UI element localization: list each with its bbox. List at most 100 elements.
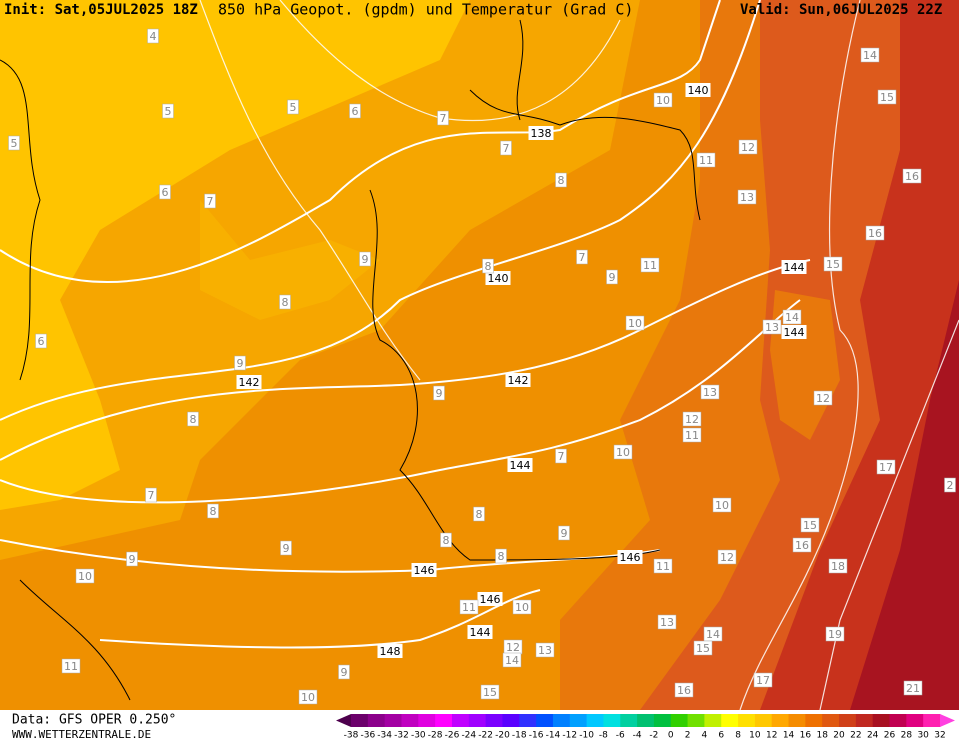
colorbar-arrow bbox=[940, 714, 955, 727]
label-box bbox=[813, 390, 833, 406]
label-box bbox=[696, 152, 716, 168]
colorbar-label: -6 bbox=[616, 731, 625, 741]
temperature-label: 12 bbox=[685, 413, 699, 426]
colorbar-label: 14 bbox=[783, 731, 795, 741]
temperature-label: 7 bbox=[148, 489, 155, 502]
colorbar-box bbox=[401, 714, 419, 727]
geopotential-label: 146 bbox=[414, 564, 435, 577]
label-box bbox=[500, 140, 512, 156]
colorbar-box bbox=[872, 714, 891, 727]
geopotential-label: 148 bbox=[380, 645, 401, 658]
colorbar-box bbox=[519, 714, 537, 727]
colorbar-label: 18 bbox=[816, 731, 828, 741]
colorbar-box bbox=[839, 714, 857, 727]
colorbar-box bbox=[771, 714, 790, 727]
temperature-label: 16 bbox=[868, 227, 882, 240]
colorbar-box bbox=[620, 714, 638, 727]
colorbar-box bbox=[418, 714, 436, 727]
temperature-label: 9 bbox=[561, 527, 568, 540]
temperature-label: 15 bbox=[803, 519, 817, 532]
geopotential-label: 140 bbox=[488, 272, 509, 285]
label-box bbox=[535, 642, 555, 658]
temperature-label: 5 bbox=[11, 137, 18, 150]
label-box bbox=[480, 684, 500, 700]
geopotential-label: 146 bbox=[480, 593, 501, 606]
label-box bbox=[207, 503, 219, 519]
label-box bbox=[555, 448, 567, 464]
label-box bbox=[8, 135, 20, 151]
label-box bbox=[505, 373, 531, 387]
label-box bbox=[287, 99, 299, 115]
temperature-label: 8 bbox=[190, 413, 197, 426]
colorbar-box bbox=[704, 714, 722, 727]
temperature-label: 11 bbox=[656, 560, 670, 573]
colorbar-label: 26 bbox=[884, 731, 896, 741]
colorbar-arrow bbox=[336, 714, 351, 727]
label-box bbox=[359, 251, 371, 267]
temperature-label: 11 bbox=[699, 154, 713, 167]
temperature-label: 9 bbox=[341, 666, 348, 679]
colorbar-label: -10 bbox=[579, 731, 594, 741]
colorbar-box bbox=[653, 714, 672, 727]
colorbar-box bbox=[552, 714, 571, 727]
temperature-label: 14 bbox=[785, 311, 799, 324]
temperature-label: 18 bbox=[831, 560, 845, 573]
label-box bbox=[737, 189, 757, 205]
temperature-label: 9 bbox=[283, 542, 290, 555]
geopotential-label: 144 bbox=[470, 626, 491, 639]
label-box bbox=[411, 563, 437, 577]
geopotential-label: 144 bbox=[784, 326, 805, 339]
label-box bbox=[800, 517, 820, 533]
colorbar-box bbox=[485, 714, 503, 727]
colorbar-label: 22 bbox=[850, 731, 861, 741]
colorbar-box bbox=[569, 714, 588, 727]
label-box bbox=[459, 599, 479, 615]
label-box bbox=[75, 568, 95, 584]
temperature-label: 9 bbox=[362, 253, 369, 266]
temperature-label: 15 bbox=[880, 91, 894, 104]
geopotential-label: 144 bbox=[510, 459, 531, 472]
temperature-label: 13 bbox=[740, 191, 754, 204]
colorbar-box bbox=[906, 714, 924, 727]
temperature-label: 10 bbox=[301, 691, 315, 704]
temperature-label: 7 bbox=[207, 195, 214, 208]
colorbar-box bbox=[435, 714, 453, 727]
colorbar-label: -30 bbox=[411, 731, 426, 741]
temperature-label: 10 bbox=[78, 570, 92, 583]
colorbar-label: -8 bbox=[599, 731, 608, 741]
colorbar-box bbox=[754, 714, 773, 727]
colorbar-box bbox=[502, 714, 520, 727]
colorbar-box bbox=[536, 714, 554, 727]
label-box bbox=[625, 315, 645, 331]
label-box bbox=[437, 110, 449, 126]
colorbar-label: -2 bbox=[649, 731, 658, 741]
colorbar-box bbox=[670, 714, 689, 727]
label-box bbox=[473, 506, 485, 522]
label-box bbox=[781, 260, 807, 274]
temperature-label: 15 bbox=[483, 686, 497, 699]
colorbar-label: -14 bbox=[546, 731, 561, 741]
temperature-label: 10 bbox=[616, 446, 630, 459]
temperature-label: 9 bbox=[436, 387, 443, 400]
geopotential-label: 140 bbox=[688, 84, 709, 97]
label-box bbox=[825, 626, 845, 642]
temperature-label: 17 bbox=[879, 461, 893, 474]
colorbar-label: -18 bbox=[512, 731, 527, 741]
label-box bbox=[477, 592, 503, 606]
label-box bbox=[507, 458, 533, 472]
label-box bbox=[162, 103, 174, 119]
colorbar-label: 20 bbox=[833, 731, 845, 741]
label-box bbox=[528, 126, 554, 140]
label-box bbox=[35, 333, 47, 349]
label-box bbox=[495, 548, 507, 564]
colorbar-box bbox=[855, 714, 874, 727]
colorbar-box bbox=[367, 714, 386, 727]
label-box bbox=[558, 525, 570, 541]
colorbar-label: 2 bbox=[685, 731, 691, 741]
label-box bbox=[512, 599, 532, 615]
colorbar-box bbox=[468, 714, 487, 727]
temperature-label: 12 bbox=[720, 551, 734, 564]
coastlines bbox=[0, 19, 701, 701]
temperature-label: 16 bbox=[795, 539, 809, 552]
colorbar-label: 4 bbox=[702, 731, 708, 741]
